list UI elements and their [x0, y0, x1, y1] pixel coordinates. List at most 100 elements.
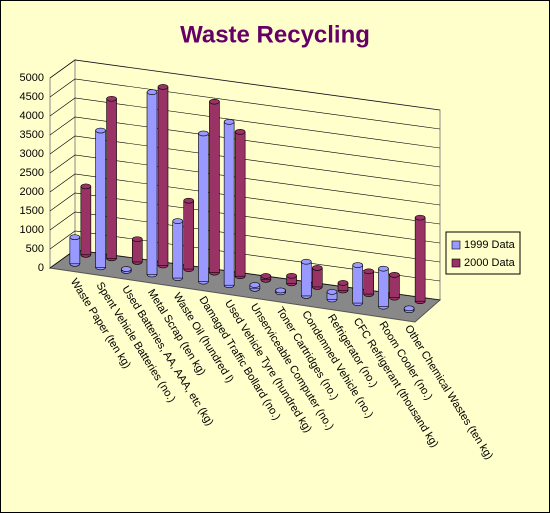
- bar: [209, 98, 220, 276]
- bar-body: [106, 98, 117, 259]
- y-tick-label: 4000: [20, 110, 44, 122]
- bar-top: [69, 234, 81, 240]
- y-tick-label: 4500: [20, 91, 44, 103]
- bar-top: [80, 183, 92, 190]
- bar: [146, 89, 158, 278]
- bar-top: [275, 287, 286, 294]
- y-tick-label: 2500: [20, 167, 44, 179]
- bar: [311, 265, 323, 290]
- bar-top: [198, 130, 209, 137]
- bar-top: [352, 262, 364, 268]
- bar-top: [209, 98, 220, 105]
- bar-top: [378, 265, 389, 272]
- bar-top: [146, 89, 158, 95]
- bar-top: [95, 127, 106, 134]
- bar-top: [223, 119, 235, 125]
- bar: [300, 258, 312, 299]
- legend-swatch: [451, 240, 461, 250]
- y-tick-label: 1500: [20, 205, 44, 217]
- bar-body: [95, 130, 106, 268]
- bar-body: [378, 268, 389, 307]
- legend-label: 2000 Data: [464, 257, 516, 269]
- bar-body: [183, 200, 195, 270]
- bar: [120, 266, 132, 274]
- bar-body: [131, 238, 143, 263]
- bar: [131, 236, 143, 265]
- grid-line: [49, 59, 441, 111]
- bar: [275, 287, 286, 296]
- bar: [337, 280, 349, 294]
- bar: [326, 289, 338, 303]
- bar-body: [80, 186, 92, 256]
- grid-line: [49, 135, 441, 187]
- bar-top: [414, 214, 426, 221]
- bar-top: [106, 95, 117, 102]
- bar: [95, 127, 106, 271]
- bar-body: [300, 261, 312, 297]
- bar: [198, 130, 209, 285]
- grid-line: [49, 173, 441, 225]
- bar-body: [389, 274, 400, 298]
- y-tick-label: 3000: [20, 148, 44, 160]
- grid-line: [49, 116, 441, 168]
- bar-top: [183, 197, 195, 204]
- grid-line: [49, 192, 441, 244]
- chart-title: Waste Recycling: [180, 21, 370, 48]
- bar-top: [260, 273, 272, 279]
- bar: [69, 234, 81, 267]
- bar-top: [249, 282, 261, 288]
- bar-body: [209, 101, 220, 273]
- bar: [249, 282, 261, 292]
- bar-top: [172, 218, 184, 224]
- legend-swatch: [451, 258, 461, 268]
- bar-body: [363, 270, 375, 295]
- grid-line: [49, 230, 441, 282]
- bar-body: [311, 267, 323, 288]
- grid-line: [49, 211, 441, 263]
- bar: [106, 95, 117, 262]
- bar: [286, 272, 297, 287]
- bar-top: [403, 305, 415, 312]
- y-tick-label: 3500: [20, 129, 44, 141]
- bar: [378, 265, 389, 310]
- y-tick-label: 1000: [20, 224, 44, 236]
- bar-top: [234, 129, 246, 135]
- bar-top: [286, 272, 297, 279]
- bar-body: [223, 121, 235, 286]
- legend-label: 1999 Data: [464, 239, 516, 251]
- bar: [352, 262, 364, 306]
- grid-line: [49, 154, 441, 206]
- bar-top: [389, 272, 400, 278]
- grid-line: [49, 78, 441, 130]
- bar-body: [198, 133, 209, 282]
- bar: [183, 197, 195, 272]
- bar-body: [157, 86, 169, 266]
- bar-top: [131, 236, 143, 242]
- y-tick-label: 2000: [20, 186, 44, 198]
- bar: [172, 218, 184, 281]
- bar-top: [311, 265, 323, 271]
- bar: [389, 272, 400, 301]
- bar: [234, 129, 246, 280]
- bar-body: [172, 220, 184, 279]
- grid-line: [49, 97, 441, 149]
- bar-body: [69, 236, 81, 265]
- bar-body: [414, 217, 426, 302]
- bar: [157, 84, 169, 269]
- bar-body: [234, 131, 246, 277]
- bar: [414, 214, 426, 305]
- bar: [260, 273, 272, 283]
- y-tick-label: 0: [38, 262, 44, 274]
- bar-body: [146, 91, 158, 275]
- bar-top: [363, 268, 375, 275]
- bar-body: [352, 264, 364, 304]
- y-tick-label: 5000: [20, 72, 44, 84]
- bar: [403, 305, 415, 314]
- bar-top: [337, 280, 349, 286]
- y-tick-label: 500: [26, 243, 44, 255]
- legend: 1999 Data 2000 Data: [445, 231, 521, 275]
- bar-top: [157, 84, 169, 90]
- bar: [363, 268, 375, 297]
- bar-top: [300, 258, 312, 265]
